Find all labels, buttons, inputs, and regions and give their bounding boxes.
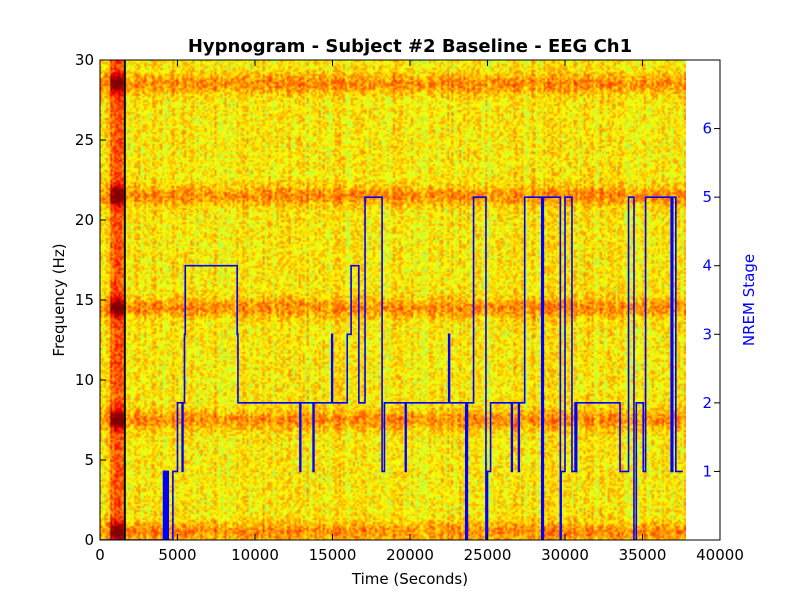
y2-axis: 1 2 3 4 5 6 [702,120,720,480]
x-tick-label: 5000 [158,546,196,564]
y2-tick-label: 4 [702,257,712,275]
x-axis: 0 5000 10000 15000 20000 25000 30000 35000 40000 [95,60,744,564]
y2-tick-label: 3 [702,325,712,343]
x-tick-label: 40000 [696,546,744,564]
y2-tick-label: 1 [702,462,712,480]
x-tick-label: 15000 [309,546,357,564]
y2-tick-label: 2 [702,394,712,412]
spectrogram [100,60,686,540]
y-tick-label: 30 [75,51,94,69]
x-tick-label: 25000 [464,546,512,564]
y-tick-label: 10 [75,371,94,389]
spectrogram-image [100,60,686,540]
y-axis-label: Frequency (Hz) [50,243,68,356]
y-tick-label: 20 [75,211,94,229]
hypnogram-line [100,196,683,540]
chart-title: Hypnogram - Subject #2 Baseline - EEG Ch… [188,36,632,57]
y-axis: 0 5 10 15 20 25 30 [75,51,106,549]
y-tick-label: 0 [84,531,94,549]
y2-axis-label: NREM Stage [740,254,758,346]
y2-tick-label: 5 [702,188,712,206]
y-tick-label: 15 [75,291,94,309]
x-tick-label: 30000 [541,546,589,564]
x-axis-label: Time (Seconds) [351,570,468,588]
x-tick-label: 10000 [231,546,279,564]
y2-tick-label: 6 [702,120,712,138]
x-tick-label: 0 [95,546,105,564]
y-tick-label: 25 [75,131,94,149]
x-tick-label: 35000 [619,546,667,564]
x-tick-label: 20000 [386,546,434,564]
y-tick-label: 5 [84,451,94,469]
